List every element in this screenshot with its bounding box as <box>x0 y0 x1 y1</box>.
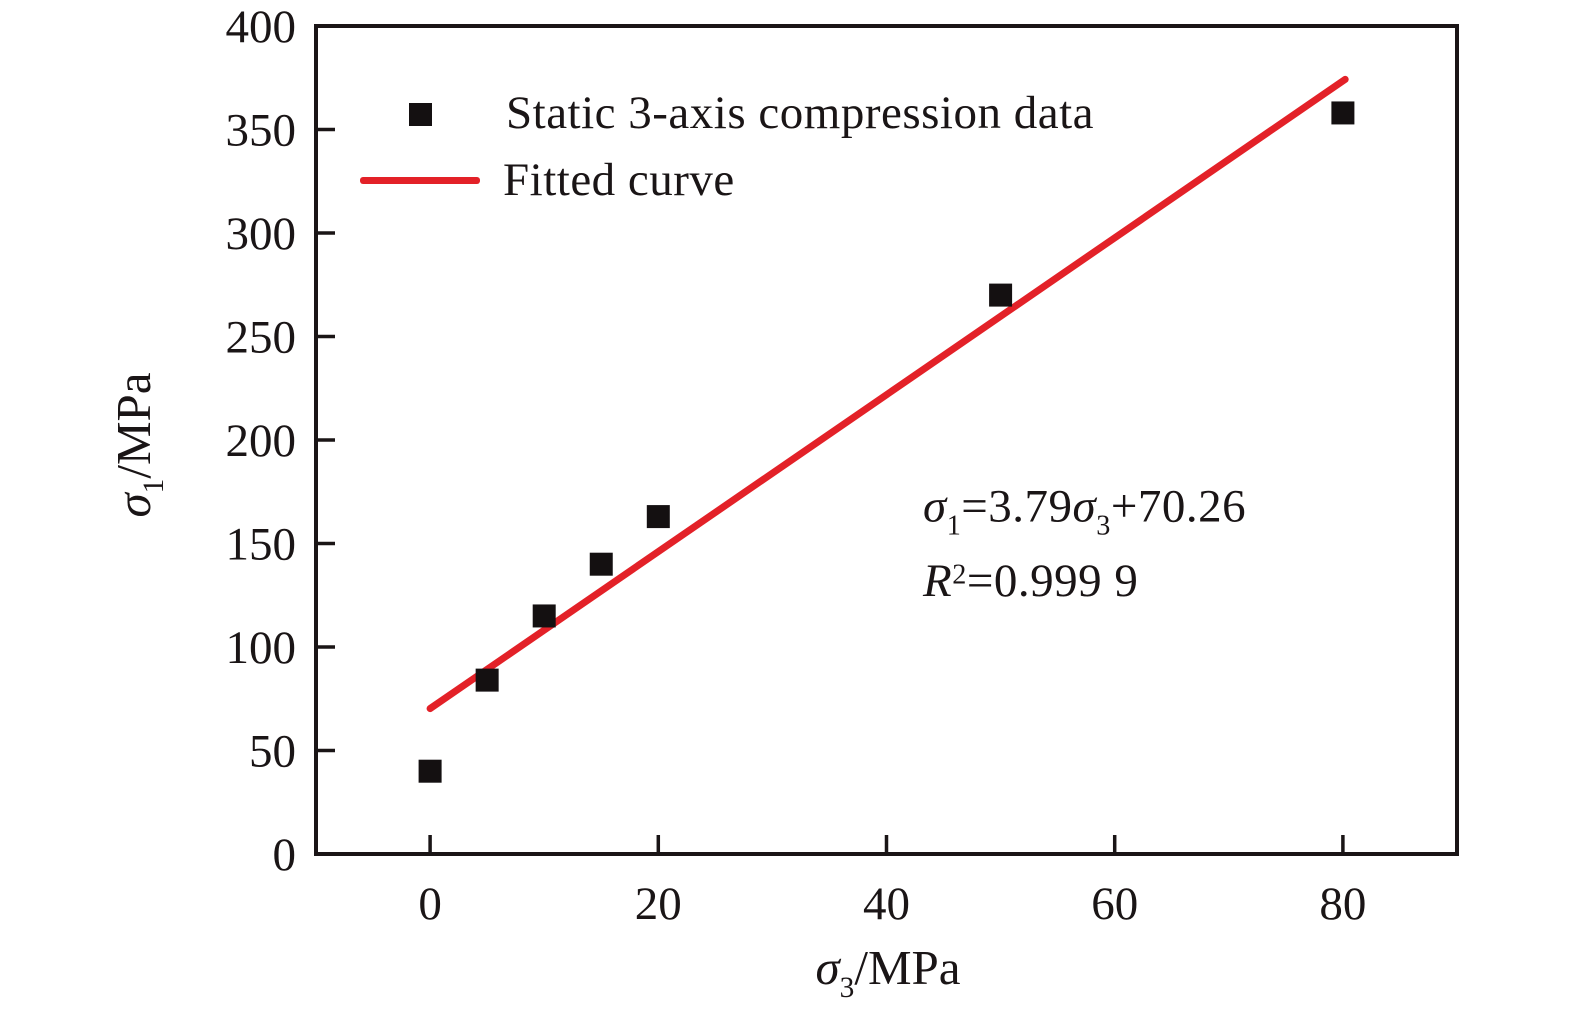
equation-mid: =3.79 <box>961 480 1073 533</box>
equation-tail: +70.26 <box>1110 480 1247 533</box>
x-title-unit: /MPa <box>854 939 961 995</box>
data-point <box>418 759 442 783</box>
y-tick-label: 0 <box>273 829 297 881</box>
equation-sub1: 1 <box>946 510 962 542</box>
x-tick-label: 20 <box>635 878 682 930</box>
r-superscript: 2 <box>952 559 967 591</box>
equation-sigma1: σ <box>923 480 947 533</box>
legend-swatch-data <box>409 103 432 126</box>
square-marker-icon <box>409 103 432 126</box>
data-point <box>1331 101 1355 125</box>
x-tick-label: 60 <box>1091 878 1138 930</box>
y-tick-label: 50 <box>249 726 296 778</box>
x-tick-label: 80 <box>1319 878 1366 930</box>
legend-label-fit: Fitted curve <box>503 153 735 206</box>
y-tick-label: 250 <box>226 312 297 364</box>
legend-swatch-fit <box>360 177 480 184</box>
r-value: =0.999 9 <box>966 555 1139 607</box>
equation-sub3: 3 <box>1096 510 1111 542</box>
y-tick-label: 150 <box>226 519 297 571</box>
y-title-subscript: 1 <box>138 478 171 494</box>
x-tick-label: 0 <box>418 878 442 930</box>
data-point <box>589 552 613 576</box>
y-title-unit: /MPa <box>105 372 161 479</box>
y-tick-label: 400 <box>226 1 297 53</box>
data-point <box>532 604 556 628</box>
x-axis-title: σ3/MPa <box>815 939 960 1005</box>
y-tick-label: 350 <box>226 105 297 157</box>
y-tick-label: 200 <box>226 415 297 467</box>
y-title-symbol: σ <box>105 493 161 518</box>
line-marker-icon <box>360 177 480 184</box>
data-point <box>989 283 1013 307</box>
fitted-line <box>426 75 1349 713</box>
plot-frame <box>314 24 1459 856</box>
x-title-subscript: 3 <box>839 972 855 1005</box>
y-tick-label: 300 <box>226 208 297 260</box>
fit-equation: σ1=3.79σ3+70.26 <box>923 480 1246 543</box>
legend-label-data: Static 3-axis compression data <box>506 86 1094 139</box>
data-point <box>646 505 670 529</box>
r-symbol: R <box>923 555 953 607</box>
y-axis-title: σ1/MPa <box>105 372 171 517</box>
r-squared-value: R2=0.999 9 <box>923 554 1138 608</box>
x-tick-label: 40 <box>863 878 910 930</box>
data-point <box>475 668 499 692</box>
equation-sigma3: σ <box>1072 480 1097 533</box>
x-title-symbol: σ <box>815 939 840 995</box>
y-tick-label: 100 <box>226 622 297 674</box>
